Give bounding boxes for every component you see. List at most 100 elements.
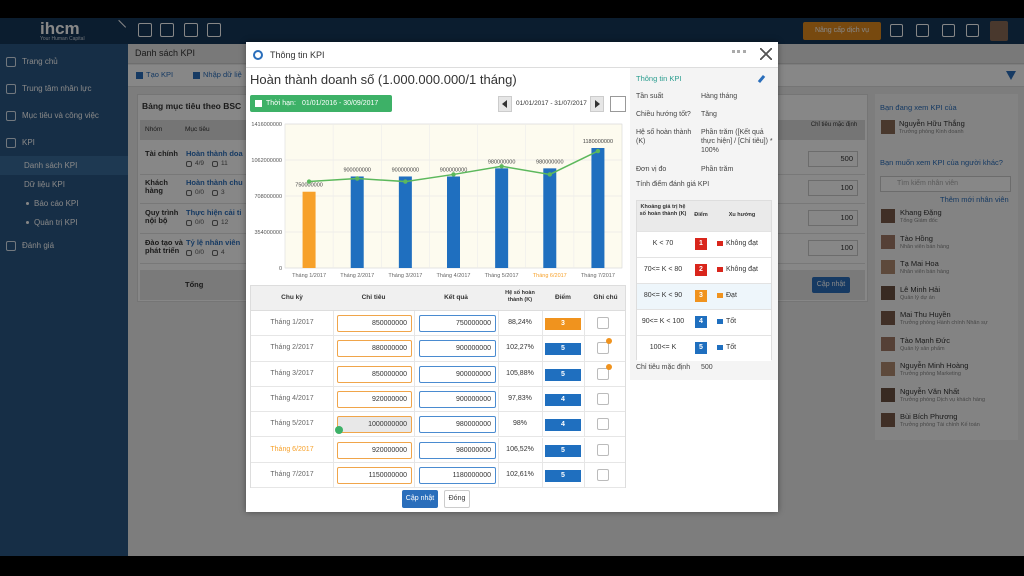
icon xyxy=(597,367,609,380)
default-box[interactable]: 100 xyxy=(808,210,858,226)
th: Hệ số hoàn thành (K) xyxy=(505,290,535,303)
update-button[interactable]: Cập nhật xyxy=(812,277,850,293)
target-input[interactable]: 920000000 xyxy=(337,441,412,459)
scale-trend: Không đạt xyxy=(726,266,758,273)
col-sep xyxy=(414,311,415,337)
search-box[interactable]: Tìm kiếm nhân viên xyxy=(880,176,1011,192)
result-input[interactable]: 900000000 xyxy=(419,340,496,358)
result-input[interactable]: 900000000 xyxy=(419,390,496,408)
target-point xyxy=(595,148,601,154)
ratio: 102,61% xyxy=(506,470,534,478)
col-sep xyxy=(333,311,334,337)
col-sep xyxy=(333,336,334,362)
note-badge xyxy=(606,363,612,370)
target-input[interactable]: 1150000000 xyxy=(337,466,412,484)
table-head xyxy=(251,286,625,311)
person-name[interactable]: Tào Mạnh Đức xyxy=(900,335,951,345)
menu-item[interactable]: KPI xyxy=(0,129,128,156)
menu-item[interactable]: Dữ liệu KPI xyxy=(0,175,128,194)
avatar xyxy=(881,285,895,300)
col-sep xyxy=(414,462,415,489)
filter-icon[interactable] xyxy=(1006,71,1016,80)
menu-item[interactable]: Danh sách KPI xyxy=(0,156,128,175)
calendar-button[interactable] xyxy=(610,96,626,112)
result-input[interactable]: 980000000 xyxy=(419,441,496,459)
person-name[interactable]: Tạ Mai Hoa xyxy=(900,259,939,268)
person-role: Quản lý sản phẩm xyxy=(900,345,945,352)
result-input[interactable]: 900000000 xyxy=(419,365,496,383)
more[interactable] xyxy=(732,50,746,54)
col-sep xyxy=(333,361,334,387)
close-button[interactable]: Đóng xyxy=(444,490,470,508)
period: Tháng 1/2017 xyxy=(270,319,314,326)
y-tick-label: 708000000 xyxy=(254,194,282,200)
upgrade-button[interactable]: Nâng cấp dịch vụ xyxy=(803,22,881,40)
col-sep xyxy=(584,336,585,362)
menu-item[interactable]: Trang chủ xyxy=(0,48,128,75)
field-label: Chiều hướng tốt? xyxy=(636,111,691,118)
tagline: Your Human Capital xyxy=(40,36,85,42)
close[interactable] xyxy=(760,48,772,60)
goal[interactable]: Hoàn thành chu xyxy=(186,178,243,187)
menu-item[interactable]: Đánh giá xyxy=(0,232,128,259)
person-name[interactable]: Tào Hồng xyxy=(900,233,933,243)
person-name[interactable]: Lê Minh Hải xyxy=(900,284,941,294)
target-point xyxy=(306,179,312,184)
col-sep xyxy=(542,361,543,387)
col-sep xyxy=(333,462,334,489)
top-bar: ihcm Your Human Capital Nâng cấp dịch vụ xyxy=(0,18,1024,44)
th: Ghi chú xyxy=(593,294,618,301)
icon xyxy=(597,443,609,456)
person-name[interactable]: Nguyễn Minh Hoàng xyxy=(900,361,969,370)
result-input[interactable]: 980000000 xyxy=(419,416,496,434)
scale-trend: Không đạt xyxy=(726,240,758,247)
row xyxy=(251,438,625,463)
icon xyxy=(597,317,609,329)
person-name[interactable]: Bùi Bích Phương xyxy=(900,412,958,421)
scale-range: 80<= K < 90 xyxy=(643,292,683,299)
bar xyxy=(543,168,557,268)
default-box[interactable]: 500 xyxy=(808,151,858,167)
period: Tháng 7/2017 xyxy=(270,470,314,478)
goal[interactable]: Tỷ lệ nhân viên xyxy=(186,238,241,247)
icon xyxy=(207,23,221,37)
result-input[interactable]: 1180000000 xyxy=(419,466,496,484)
target-input[interactable]: 850000000 xyxy=(337,315,412,332)
viewer-name: Nguyễn Hữu Thắng xyxy=(899,119,965,128)
total: Tổng xyxy=(185,280,204,289)
default-box[interactable]: 100 xyxy=(808,180,858,196)
menu-item[interactable]: Trung tâm nhân lực xyxy=(0,75,128,102)
page-title: Danh sách KPI xyxy=(135,48,196,58)
target-input[interactable]: 920000000 xyxy=(337,390,412,408)
person-name[interactable]: Nguyễn Văn Nhất xyxy=(900,386,960,396)
th: Chỉ tiêu xyxy=(361,294,386,301)
target-input[interactable]: 1000000000 xyxy=(337,416,412,434)
bar xyxy=(398,176,412,268)
bar-value-label: 900000000 xyxy=(392,167,420,173)
person-name[interactable]: Mai Thu Huyền xyxy=(900,310,951,319)
chart: 0 354000000 708000000 1062000000 1416000000 T… xyxy=(251,122,623,279)
toolbar-action[interactable]: Tạo KPI xyxy=(146,70,174,79)
target-input[interactable]: 880000000 xyxy=(337,340,412,358)
col-sep xyxy=(498,386,499,413)
target-input[interactable]: 850000000 xyxy=(337,365,412,383)
modal-icon xyxy=(253,50,263,60)
add-link[interactable]: Thêm mới nhân viên xyxy=(940,195,1009,204)
goal[interactable]: Thực hiện cải ti xyxy=(186,208,242,217)
icon xyxy=(942,24,955,37)
comments: 4 xyxy=(221,249,225,256)
menu-item[interactable]: Quản trị KPI xyxy=(0,213,128,232)
menu-item[interactable]: Mục tiêu và công việc xyxy=(0,102,128,129)
toolbar-action[interactable]: Nhập dữ liệ xyxy=(203,70,242,79)
edit-icon[interactable] xyxy=(757,74,766,84)
person-name[interactable]: Khang Đặng xyxy=(900,208,942,217)
save-button[interactable]: Cập nhật xyxy=(402,490,438,508)
viewer-panel xyxy=(875,94,1018,440)
menu-item[interactable]: Báo cáo KPI xyxy=(0,194,128,213)
result-input[interactable]: 750000000 xyxy=(419,315,496,332)
goal[interactable]: Hoàn thành doa xyxy=(186,149,243,158)
y-tick-label: 1062000000 xyxy=(251,158,282,164)
period: Tháng 5/2017 xyxy=(270,420,314,428)
done: 4/9 xyxy=(195,160,205,167)
default-box[interactable]: 100 xyxy=(808,240,858,256)
